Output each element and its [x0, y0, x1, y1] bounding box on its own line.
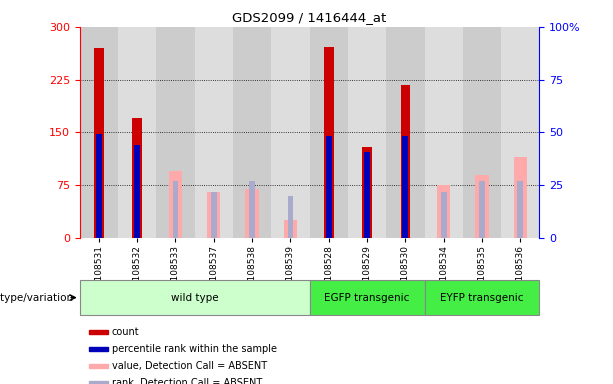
- Bar: [89, 347, 109, 351]
- Bar: [195, 27, 233, 238]
- Bar: [94, 48, 104, 238]
- Bar: [80, 27, 118, 238]
- Bar: [441, 192, 446, 238]
- Text: EGFP transgenic: EGFP transgenic: [324, 293, 409, 303]
- Bar: [89, 381, 109, 384]
- Bar: [156, 27, 195, 238]
- Bar: [479, 181, 485, 238]
- Bar: [326, 136, 332, 238]
- Bar: [118, 27, 156, 238]
- Bar: [310, 27, 348, 238]
- Bar: [89, 364, 109, 368]
- Bar: [501, 27, 539, 238]
- Bar: [80, 280, 310, 315]
- Title: GDS2099 / 1416444_at: GDS2099 / 1416444_at: [232, 11, 387, 24]
- Bar: [362, 147, 372, 238]
- Bar: [403, 136, 408, 238]
- Text: wild type: wild type: [171, 293, 218, 303]
- Text: value, Detection Call = ABSENT: value, Detection Call = ABSENT: [112, 361, 267, 371]
- Bar: [249, 181, 255, 238]
- Bar: [173, 181, 178, 238]
- Bar: [310, 280, 424, 315]
- Text: rank, Detection Call = ABSENT: rank, Detection Call = ABSENT: [112, 378, 262, 384]
- Bar: [245, 189, 259, 238]
- Bar: [169, 171, 182, 238]
- Bar: [386, 27, 424, 238]
- Bar: [132, 118, 142, 238]
- Bar: [514, 157, 527, 238]
- Bar: [284, 220, 297, 238]
- Bar: [517, 181, 523, 238]
- Bar: [475, 175, 489, 238]
- Text: genotype/variation: genotype/variation: [0, 293, 74, 303]
- Bar: [134, 145, 140, 238]
- Bar: [211, 192, 216, 238]
- Bar: [271, 27, 310, 238]
- Bar: [348, 27, 386, 238]
- Bar: [287, 196, 293, 238]
- Bar: [463, 27, 501, 238]
- Bar: [89, 329, 109, 334]
- Bar: [424, 280, 539, 315]
- Bar: [324, 46, 333, 238]
- Bar: [400, 84, 410, 238]
- Text: count: count: [112, 327, 140, 337]
- Bar: [364, 152, 370, 238]
- Text: percentile rank within the sample: percentile rank within the sample: [112, 344, 277, 354]
- Bar: [424, 27, 463, 238]
- Bar: [233, 27, 271, 238]
- Bar: [207, 192, 221, 238]
- Text: EYFP transgenic: EYFP transgenic: [440, 293, 524, 303]
- Bar: [437, 185, 451, 238]
- Bar: [96, 134, 102, 238]
